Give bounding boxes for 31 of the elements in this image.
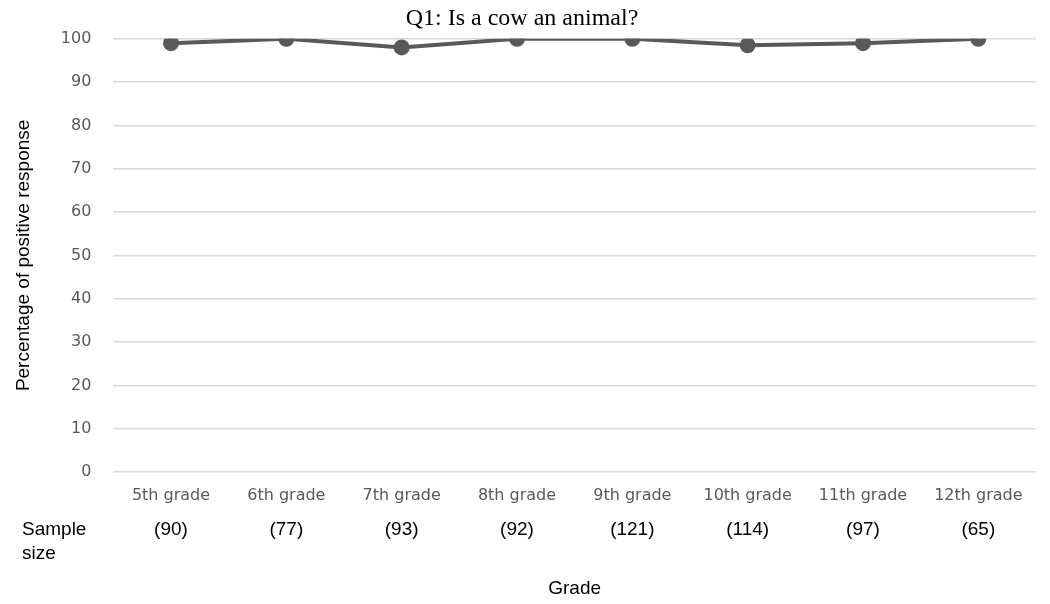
y-tick-label: 90: [70, 71, 92, 91]
x-tick-label: 12th grade: [934, 484, 1023, 504]
text: (114): [726, 517, 770, 539]
x-tick-label: 10th grade: [703, 484, 792, 504]
x-axis-title: Grade: [548, 576, 602, 598]
y-tick-label: 0: [81, 461, 92, 481]
x-tick-label: 6th grade: [247, 484, 326, 504]
y-tick-label: 40: [70, 287, 92, 307]
x-tick-label: 5th grade: [131, 484, 211, 504]
y-tick-label: 10: [70, 417, 92, 437]
text: (90): [154, 517, 188, 539]
text: (93): [384, 517, 419, 539]
x-tick-label: 8th grade: [477, 484, 557, 504]
y-tick-label: 20: [70, 374, 92, 394]
chart-title: Q1: Is a cow an animal?: [405, 3, 639, 30]
y-tick-label: 70: [70, 157, 92, 177]
y-tick-label: 50: [70, 244, 92, 264]
x-tick-label: 7th grade: [362, 484, 441, 504]
y-axis-title: Percentage of positive response: [11, 119, 33, 392]
text: Sample size: [22, 517, 87, 563]
text: (92): [500, 517, 534, 539]
y-tick-label: 100: [60, 27, 92, 47]
x-tick-label: 9th grade: [593, 484, 672, 504]
y-tick-label: 30: [70, 331, 92, 351]
text: (121): [610, 517, 655, 539]
x-tick-label: 11th grade: [818, 484, 908, 504]
y-tick-label: 80: [70, 114, 92, 134]
y-tick-label: 60: [70, 201, 92, 221]
text: (97): [846, 517, 880, 539]
text: (77): [269, 517, 304, 539]
text: (65): [961, 517, 996, 539]
